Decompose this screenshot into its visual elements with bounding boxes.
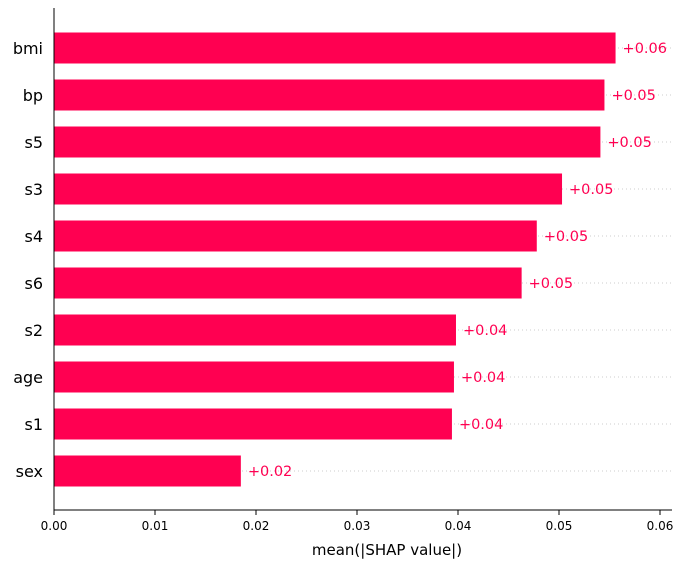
value-label-age: +0.04 <box>461 370 505 386</box>
category-label-s2: s2 <box>24 321 43 340</box>
x-tick-label: 0.00 <box>41 519 68 533</box>
x-axis-label: mean(|SHAP value|) <box>312 541 462 559</box>
category-labels: bmi bp s5 s3 s4 s6 s2 age s1 sex <box>13 39 43 481</box>
value-label-s5: +0.05 <box>607 135 651 151</box>
category-label-s1: s1 <box>24 415 43 434</box>
bar-age <box>54 361 454 393</box>
guide-lines <box>54 47 672 472</box>
value-label-s1: +0.04 <box>459 417 503 433</box>
bar-s5 <box>54 126 601 158</box>
category-label-s6: s6 <box>24 274 43 293</box>
x-tick-label: 0.04 <box>445 519 472 533</box>
value-label-bp: +0.05 <box>611 88 655 104</box>
category-label-sex: sex <box>16 462 43 481</box>
category-label-s5: s5 <box>24 133 43 152</box>
category-label-s3: s3 <box>24 180 43 199</box>
bar-bmi <box>54 32 616 64</box>
bar-s4 <box>54 220 537 252</box>
bar-s3 <box>54 173 563 205</box>
x-tick-label: 0.02 <box>243 519 270 533</box>
category-label-bp: bp <box>23 86 43 105</box>
category-label-bmi: bmi <box>13 39 43 58</box>
value-label-bmi: +0.06 <box>623 41 667 57</box>
x-tick-label: 0.01 <box>142 519 169 533</box>
value-label-s6: +0.05 <box>529 276 573 292</box>
value-label-sex: +0.02 <box>248 464 292 480</box>
bar-s2 <box>54 314 456 346</box>
category-label-s4: s4 <box>24 227 43 246</box>
bars <box>54 32 616 487</box>
x-tick-label: 0.03 <box>344 519 371 533</box>
category-label-age: age <box>13 368 43 387</box>
x-tick-label: 0.06 <box>647 519 674 533</box>
value-label-s4: +0.05 <box>544 229 588 245</box>
x-tick-label: 0.05 <box>546 519 573 533</box>
value-label-s3: +0.05 <box>569 182 613 198</box>
value-labels: +0.06 +0.05 +0.05 +0.05 +0.05 +0.05 +0.04 +0.04… <box>248 41 667 480</box>
bar-bp <box>54 79 605 111</box>
x-ticks: 0.00 0.01 0.02 0.03 0.04 0.05 0.06 <box>41 510 674 533</box>
bar-s1 <box>54 408 452 440</box>
bar-s6 <box>54 267 522 299</box>
value-label-s2: +0.04 <box>463 323 507 339</box>
bar-sex <box>54 455 241 487</box>
